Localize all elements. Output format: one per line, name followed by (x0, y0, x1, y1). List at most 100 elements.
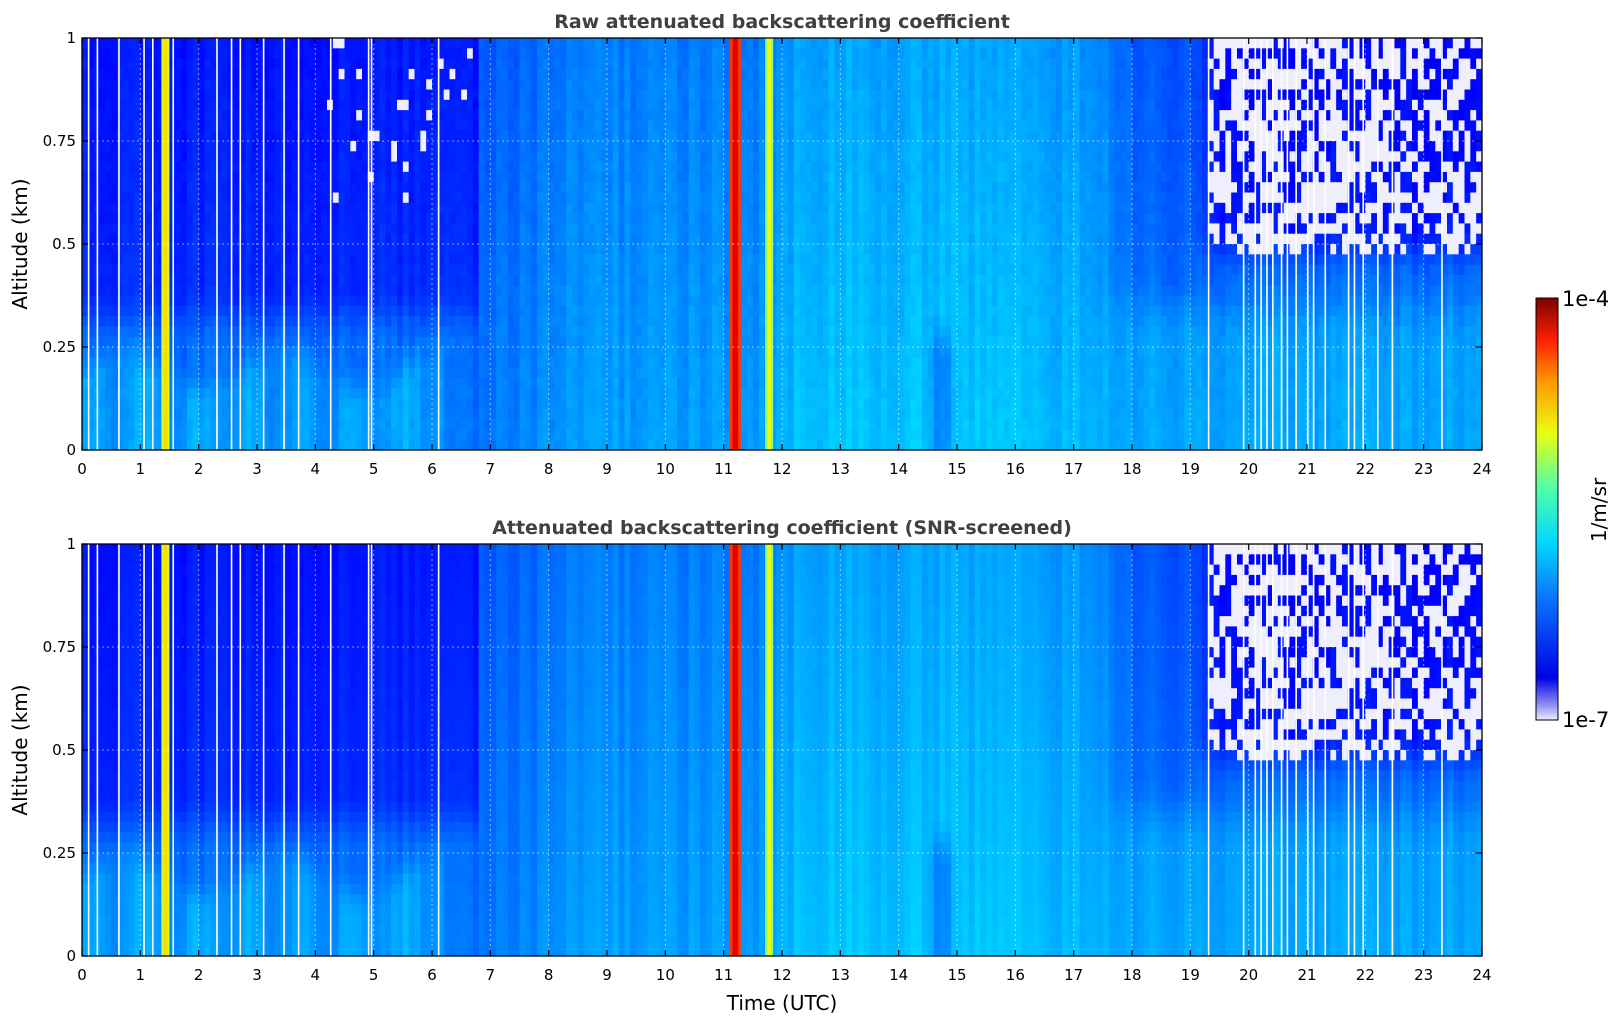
heatmap-cell (397, 244, 404, 255)
heatmap-cell (315, 377, 322, 389)
heatmap-cell (449, 357, 456, 368)
heatmap-cell (782, 408, 789, 420)
heatmap-cell (274, 110, 281, 121)
heatmap-cell (741, 99, 748, 111)
heatmap-cell (712, 99, 719, 111)
heatmap-cell (344, 213, 351, 224)
heatmap-cell (198, 408, 205, 420)
heatmap-cell (262, 120, 270, 132)
heatmap-cell (437, 429, 445, 441)
heatmap-cell (344, 316, 351, 327)
heatmap-cell (572, 254, 579, 265)
heatmap-cell (531, 295, 538, 307)
heatmap-cell (373, 182, 380, 193)
heatmap-cell (408, 419, 415, 430)
heatmap-cell (192, 38, 200, 49)
heatmap-cell (344, 151, 351, 162)
heatmap-cell (175, 305, 182, 317)
heatmap-cell (799, 254, 806, 265)
heatmap-cell (373, 316, 380, 327)
heatmap-cell (233, 233, 240, 245)
heatmap-cell (601, 305, 608, 317)
heatmap-cell (432, 141, 439, 152)
heatmap-cell (694, 171, 701, 183)
heatmap-cell (152, 171, 159, 183)
heatmap-cell (723, 439, 730, 451)
heatmap-cell (496, 89, 503, 101)
heatmap-cell (554, 213, 561, 224)
heatmap-cell (741, 244, 748, 255)
heatmap-cell (432, 305, 439, 317)
heatmap-cell (601, 233, 608, 245)
heatmap-cell (204, 305, 211, 317)
heatmap-cell (356, 99, 363, 111)
heatmap-cell (157, 68, 165, 80)
heatmap-cell (712, 347, 719, 358)
heatmap-cell (379, 68, 386, 80)
heatmap-cell (688, 336, 695, 348)
heatmap-cell (455, 120, 462, 132)
heatmap-cell (274, 38, 281, 49)
heatmap-cell (461, 419, 468, 430)
heatmap-cell (636, 398, 643, 410)
heatmap-cell (472, 274, 480, 286)
heatmap-cell (793, 120, 800, 132)
heatmap-cell (198, 79, 205, 90)
heatmap-cell (187, 264, 194, 276)
heatmap-cell (542, 182, 550, 193)
heatmap-cell (659, 58, 666, 70)
heatmap-cell (758, 233, 765, 245)
heatmap-cell (82, 439, 89, 451)
heatmap-cell (595, 316, 602, 327)
heatmap-cell (712, 202, 719, 214)
heatmap-cell (572, 419, 579, 430)
heatmap-cell (560, 347, 567, 358)
heatmap-cell (309, 171, 316, 183)
heatmap-cell (519, 377, 526, 389)
heatmap-cell (554, 202, 561, 214)
heatmap-cell (257, 367, 264, 379)
heatmap-cell (134, 223, 141, 235)
heatmap-cell (799, 202, 806, 214)
heatmap-cell (245, 99, 252, 111)
heatmap-cell (432, 161, 439, 173)
heatmap-cell (257, 398, 264, 410)
heatmap-cell (99, 264, 106, 276)
heatmap-cell (432, 48, 439, 59)
heatmap-cell (607, 357, 614, 368)
heatmap-cell (770, 274, 777, 286)
heatmap-cell (251, 388, 258, 399)
heatmap-cell (589, 89, 596, 101)
heatmap-cell (210, 254, 217, 265)
heatmap-cell (332, 244, 340, 255)
heatmap-cell (566, 213, 573, 224)
heatmap-cell (309, 192, 316, 204)
heatmap-cell (414, 182, 421, 193)
heatmap-cell (793, 58, 800, 70)
heatmap-cell (507, 192, 515, 204)
heatmap-cell (700, 316, 707, 327)
heatmap-cell (391, 274, 398, 286)
heatmap-cell (385, 264, 392, 276)
heatmap-cell (659, 429, 666, 441)
heatmap-cell (274, 58, 281, 70)
heatmap-cell (198, 151, 205, 162)
heatmap-cell (292, 58, 299, 70)
heatmap-cell (776, 357, 783, 368)
heatmap-cell (455, 295, 462, 307)
heatmap-cell (122, 182, 130, 193)
heatmap-cell (741, 285, 748, 296)
heatmap-cell (408, 141, 415, 152)
heatmap-cell (472, 388, 480, 399)
heatmap-cell (723, 367, 730, 379)
heatmap-cell (385, 38, 392, 49)
heatmap-cell (356, 336, 363, 348)
heatmap-cell (752, 89, 760, 101)
heatmap-cell (268, 388, 275, 399)
heatmap-cell (192, 388, 200, 399)
heatmap-cell (490, 264, 497, 276)
heatmap-cell (677, 398, 684, 410)
heatmap-cell (607, 367, 614, 379)
heatmap-cell (373, 429, 380, 441)
heatmap-cell (688, 110, 695, 121)
